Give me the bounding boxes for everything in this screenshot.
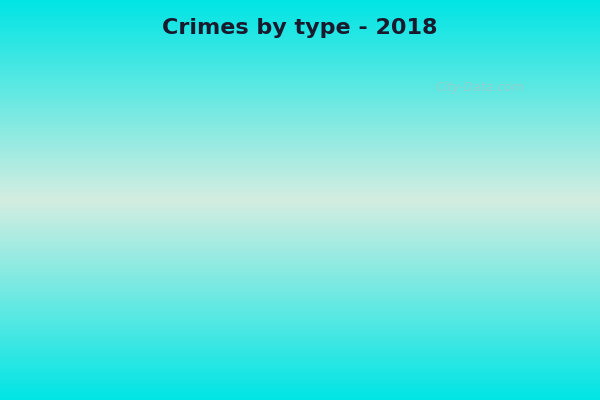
Text: Crimes by type - 2018: Crimes by type - 2018 xyxy=(162,18,438,38)
Wedge shape xyxy=(133,176,264,322)
Text: Assaults (20.0%): Assaults (20.0%) xyxy=(0,223,155,250)
Text: Robberies (20.0%): Robberies (20.0%) xyxy=(199,128,338,400)
Text: Burglaries (20.0%): Burglaries (20.0%) xyxy=(88,52,263,325)
Wedge shape xyxy=(187,216,341,347)
Text: Thefts (40.0%): Thefts (40.0%) xyxy=(373,182,539,209)
Text: City-Data.com: City-Data.com xyxy=(436,82,524,94)
Wedge shape xyxy=(264,85,395,322)
Wedge shape xyxy=(139,85,264,216)
